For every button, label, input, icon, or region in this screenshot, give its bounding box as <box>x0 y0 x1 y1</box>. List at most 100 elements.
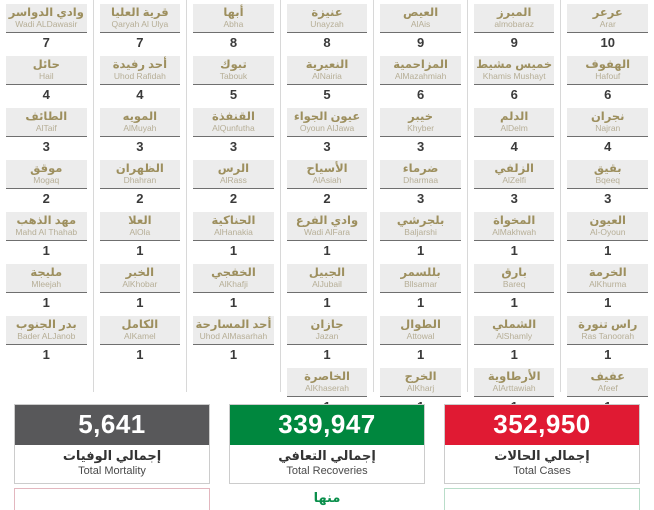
city-card[interactable]: الخفجي AlKhafji 1 <box>193 263 274 314</box>
city-case-count: 1 <box>567 343 649 366</box>
city-name-block: مليجة Mleejah <box>6 263 87 292</box>
city-name-block: الخرمة AlKhurma <box>567 263 649 292</box>
city-case-count: 1 <box>193 291 274 314</box>
city-card[interactable]: بللسمر Bllsamar 1 <box>380 263 461 314</box>
city-card[interactable]: الهفوف Hafouf 6 <box>567 55 649 106</box>
city-card[interactable]: بدر الجنوب Bader ALJanob 1 <box>6 315 87 366</box>
city-card[interactable]: العيص AlAis 9 <box>380 4 461 54</box>
city-name-arabic: المبرز <box>496 7 532 19</box>
city-card[interactable]: خميس مشيط Khamis Mushayt 6 <box>473 55 555 106</box>
city-name-block: بلجرشي Baljarshi <box>380 211 461 240</box>
city-name-english: Oyoun AlJawa <box>299 123 355 134</box>
city-name-block: ضرماء Dharmaa <box>380 159 461 188</box>
city-card[interactable]: بلجرشي Baljarshi 1 <box>380 211 461 262</box>
city-card[interactable]: مليجة Mleejah 1 <box>6 263 87 314</box>
city-card[interactable]: وادي الدواسر Wadi ALDawasir 7 <box>6 4 87 54</box>
city-name-block: أحد المسارحة Uhod AlMasarhah <box>193 315 274 344</box>
city-case-count: 1 <box>473 343 555 366</box>
city-card[interactable]: وادي الفرع Wadi AlFara 1 <box>286 211 368 262</box>
city-card[interactable]: قرية العليا Qaryah Al Ulya 7 <box>99 4 181 54</box>
city-name-arabic: الخرج <box>404 370 437 383</box>
city-card[interactable]: المخواة AlMakhwah 1 <box>473 211 555 262</box>
city-card[interactable]: عرعر Arar 10 <box>567 4 649 54</box>
city-name-arabic: وادي الفرع <box>295 214 359 227</box>
city-name-arabic: أبها <box>223 7 244 19</box>
city-name-english: AlMuyah <box>123 123 157 134</box>
city-name-arabic: تبوك <box>220 58 247 71</box>
city-card[interactable]: الخرمة AlKhurma 1 <box>567 263 649 314</box>
city-name-english: Al-Oyoun <box>590 227 626 237</box>
city-column: أبها Abha 8 تبوك Tabouk 5 القنفذة AlQunfutha 3 ال… <box>187 0 281 392</box>
city-case-count: 5 <box>286 83 368 106</box>
mortality-label-en: Total Mortality <box>78 465 146 477</box>
city-name-english: AlAis <box>410 19 431 30</box>
city-card[interactable]: خيبر Khyber 3 <box>380 107 461 158</box>
city-card[interactable]: الظهران Dhahran 2 <box>99 159 181 210</box>
city-card[interactable]: جازان Jazan 1 <box>286 315 368 366</box>
city-name-english: Bqeeq <box>595 175 621 186</box>
city-card[interactable]: نجران Najran 4 <box>567 107 649 158</box>
city-name-arabic: موقق <box>30 162 63 175</box>
city-card[interactable]: مهد الذهب Mahd Al Thahab 1 <box>6 211 87 262</box>
city-card[interactable]: الرس AlRass 2 <box>193 159 274 210</box>
city-name-english: AlZelfi <box>502 175 526 186</box>
cases-label-ar: إجمالي الحالات <box>494 448 590 463</box>
city-card[interactable]: القنفذة AlQunfutha 3 <box>193 107 274 158</box>
bottom-partial-row: منها <box>0 488 654 510</box>
city-statistics-grid: وادي الدواسر Wadi ALDawasir 7 حائل Hail 4 الطا… <box>6 0 654 418</box>
city-case-count: 1 <box>286 343 368 366</box>
city-card[interactable]: الطائف AlTaif 3 <box>6 107 87 158</box>
city-name-english: Qaryah Al Ulya <box>111 19 169 30</box>
city-card[interactable]: عنيزة Unayzah 8 <box>286 4 368 54</box>
city-card[interactable]: الكامل AlKamel 1 <box>99 315 181 366</box>
city-name-block: المويه AlMuyah <box>99 107 181 136</box>
city-case-count: 10 <box>567 31 649 54</box>
city-card[interactable]: حائل Hail 4 <box>6 55 87 106</box>
city-card[interactable]: الخبر AlKhobar 1 <box>99 263 181 314</box>
city-name-arabic: الجبيل <box>308 266 346 279</box>
city-card[interactable]: الزلفي AlZelfi 3 <box>473 159 555 210</box>
city-name-english: Abha <box>223 19 244 30</box>
city-card[interactable]: العلا AlOla 1 <box>99 211 181 262</box>
city-card[interactable]: بارق Bareq 1 <box>473 263 555 314</box>
summary-card-recoveries: 339,947 إجمالي التعافي Total Recoveries <box>229 404 425 484</box>
city-card[interactable]: أحد رفيدة Uhod Rafidah 4 <box>99 55 181 106</box>
city-case-count: 6 <box>567 83 649 106</box>
city-card[interactable]: العيون Al-Oyoun 1 <box>567 211 649 262</box>
city-name-block: بدر الجنوب Bader ALJanob <box>6 315 87 344</box>
city-card[interactable]: الأسياح AlAsiah 2 <box>286 159 368 210</box>
city-card[interactable]: المبرز almobaraz 9 <box>473 4 555 54</box>
city-card[interactable]: أبها Abha 8 <box>193 4 274 54</box>
city-name-english: AlMakhwah <box>492 227 537 237</box>
summary-card-cases: 352,950 إجمالي الحالات Total Cases <box>444 404 640 484</box>
city-column: عرعر Arar 10 الهفوف Hafouf 6 نجران Najran 4 بقيق B… <box>561 0 654 418</box>
city-name-arabic: المويه <box>122 110 158 123</box>
city-name-block: العيص AlAis <box>380 4 461 32</box>
city-card[interactable]: الحناكية AlHanakia 1 <box>193 211 274 262</box>
city-card[interactable]: المويه AlMuyah 3 <box>99 107 181 158</box>
city-name-arabic: مليجة <box>30 266 63 279</box>
city-card[interactable]: الجبيل AlJubail 1 <box>286 263 368 314</box>
city-name-english: Attowal <box>406 330 435 341</box>
recoveries-label-en: Total Recoveries <box>286 465 368 477</box>
city-name-block: راس تنورة Ras Tanoorah <box>567 315 649 344</box>
city-card[interactable]: موقق Mogaq 2 <box>6 159 87 210</box>
city-case-count: 1 <box>99 239 181 262</box>
city-card[interactable]: أحد المسارحة Uhod AlMasarhah 1 <box>193 315 274 366</box>
city-card[interactable]: النعيرية AlNairia 5 <box>286 55 368 106</box>
city-card[interactable]: الطوال Attowal 1 <box>380 315 461 366</box>
city-card[interactable]: الدلم AlDelm 4 <box>473 107 555 158</box>
city-case-count: 7 <box>99 31 181 54</box>
city-card[interactable]: تبوك Tabouk 5 <box>193 55 274 106</box>
city-card[interactable]: المزاحمية AlMazahmiah 6 <box>380 55 461 106</box>
city-name-block: الخفجي AlKhafji <box>193 263 274 292</box>
city-card[interactable]: بقيق Bqeeq 3 <box>567 159 649 210</box>
summary-card-mortality: 5,641 إجمالي الوفيات Total Mortality <box>14 404 210 484</box>
city-card[interactable]: عيون الجواء Oyoun AlJawa 3 <box>286 107 368 158</box>
city-card[interactable]: الشملي AlShamly 1 <box>473 315 555 366</box>
cases-labels: إجمالي الحالات Total Cases <box>445 445 639 483</box>
city-name-arabic: الحناكية <box>211 214 256 227</box>
city-name-arabic: الزلفي <box>494 162 534 175</box>
city-card[interactable]: راس تنورة Ras Tanoorah 1 <box>567 315 649 366</box>
city-card[interactable]: ضرماء Dharmaa 3 <box>380 159 461 210</box>
